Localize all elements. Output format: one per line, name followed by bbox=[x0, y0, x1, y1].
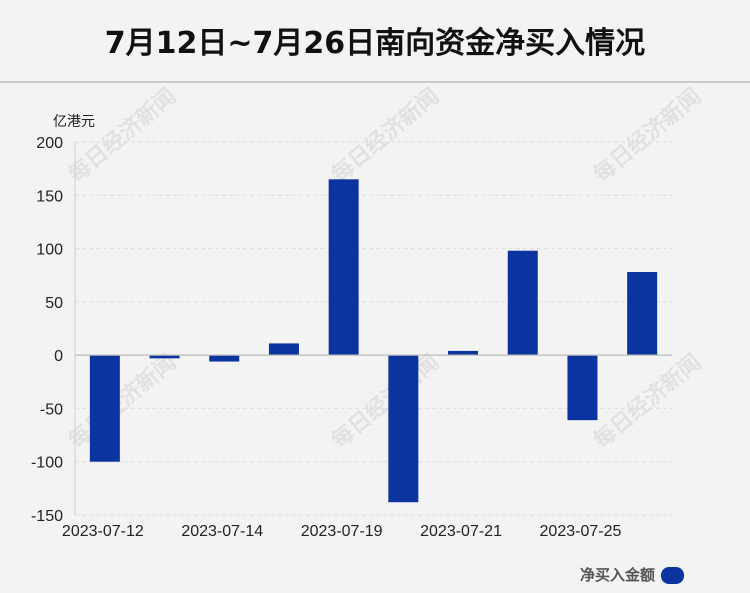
legend-swatch bbox=[661, 567, 684, 584]
bar bbox=[268, 343, 299, 356]
y-tick-label: 100 bbox=[36, 242, 63, 259]
bar bbox=[507, 250, 538, 356]
legend-label: 净买入金额 bbox=[579, 566, 655, 584]
y-tick-label: 0 bbox=[54, 348, 63, 365]
x-tick-label: 2023-07-19 bbox=[301, 523, 383, 540]
bar bbox=[567, 355, 598, 421]
bar bbox=[627, 272, 658, 356]
y-tick-label: -150 bbox=[31, 508, 63, 525]
title-divider bbox=[0, 81, 750, 83]
y-tick-label: 150 bbox=[36, 188, 63, 205]
bar bbox=[448, 350, 479, 356]
x-tick-label: 2023-07-12 bbox=[62, 523, 144, 540]
y-axis-label: 亿港元 bbox=[53, 114, 95, 130]
bar bbox=[149, 355, 180, 359]
bar bbox=[89, 355, 120, 462]
bar bbox=[388, 355, 419, 503]
y-tick-label: 50 bbox=[45, 295, 63, 312]
x-tick-label: 2023-07-25 bbox=[540, 523, 622, 540]
bar bbox=[209, 355, 240, 362]
y-tick-label: -50 bbox=[40, 401, 63, 418]
y-tick-label: -100 bbox=[31, 455, 63, 472]
bar bbox=[328, 179, 359, 356]
chart-title: 7月12日~7月26日南向资金净买入情况 bbox=[104, 26, 646, 61]
x-tick-label: 2023-07-14 bbox=[181, 523, 263, 540]
x-tick-label: 2023-07-21 bbox=[420, 523, 502, 540]
y-tick-label: 200 bbox=[36, 135, 63, 152]
